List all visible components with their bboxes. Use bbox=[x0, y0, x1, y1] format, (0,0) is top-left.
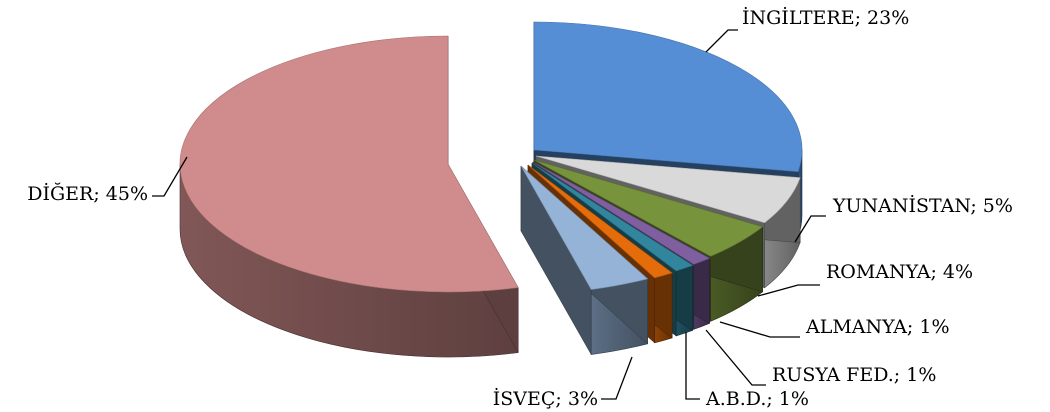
leader-line bbox=[685, 332, 700, 400]
slice-label: ROMANYA; 4% bbox=[826, 261, 973, 283]
leader-line bbox=[152, 156, 188, 197]
leader-line bbox=[601, 356, 633, 400]
pie-slice-di-ğer bbox=[179, 35, 519, 293]
leader-line bbox=[719, 321, 800, 338]
pie-slice-a-b-d- bbox=[527, 164, 673, 279]
slice-label: YUNANİSTAN; 5% bbox=[832, 194, 1013, 217]
pie-slice-almanya bbox=[532, 161, 711, 265]
pie-slice-rusya-fed- bbox=[531, 162, 694, 272]
slice-label: DİĞER; 45% bbox=[27, 182, 148, 205]
leader-line bbox=[794, 215, 826, 243]
slice-label: İSVEÇ; 3% bbox=[493, 387, 598, 410]
pie-slice-romanya bbox=[533, 159, 764, 257]
pie-top-layer bbox=[179, 21, 803, 293]
pie-slice-i-sveç bbox=[520, 165, 649, 290]
leader-line bbox=[705, 29, 738, 53]
leader-line bbox=[757, 284, 820, 297]
slice-label: İNGİLTERE; 23% bbox=[742, 6, 909, 29]
pie-slice-i-ngi-ltere bbox=[533, 21, 803, 173]
pie-label-layer: İNGİLTERE; 23% YUNANİSTAN; 5% ROMANYA; 4% A… bbox=[27, 6, 1013, 410]
slice-label: ALMANYA; 1% bbox=[805, 316, 950, 338]
slice-label: RUSYA FED.; 1% bbox=[772, 364, 936, 386]
slice-label: A.B.D.; 1% bbox=[705, 388, 809, 410]
leader-line bbox=[705, 329, 766, 386]
pie-slice-yunani-stan bbox=[535, 155, 801, 224]
